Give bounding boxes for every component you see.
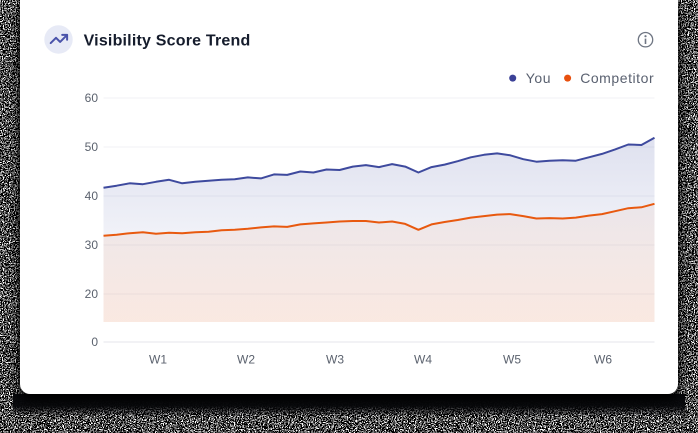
svg-text:40: 40 <box>85 189 99 203</box>
svg-text:Visibility Score Trend: Visibility Score Trend <box>84 33 251 50</box>
svg-text:You: You <box>526 70 551 86</box>
svg-text:30: 30 <box>85 238 99 252</box>
svg-text:W5: W5 <box>503 353 521 367</box>
svg-text:60: 60 <box>85 91 99 105</box>
svg-text:W1: W1 <box>149 353 167 367</box>
svg-text:W4: W4 <box>414 353 432 367</box>
svg-text:W3: W3 <box>326 353 344 367</box>
svg-text:Competitor: Competitor <box>580 70 654 86</box>
svg-text:50: 50 <box>85 140 99 154</box>
svg-text:20: 20 <box>85 287 99 301</box>
svg-text:0: 0 <box>91 335 98 349</box>
svg-text:W2: W2 <box>237 353 255 367</box>
svg-text:W6: W6 <box>594 353 612 367</box>
